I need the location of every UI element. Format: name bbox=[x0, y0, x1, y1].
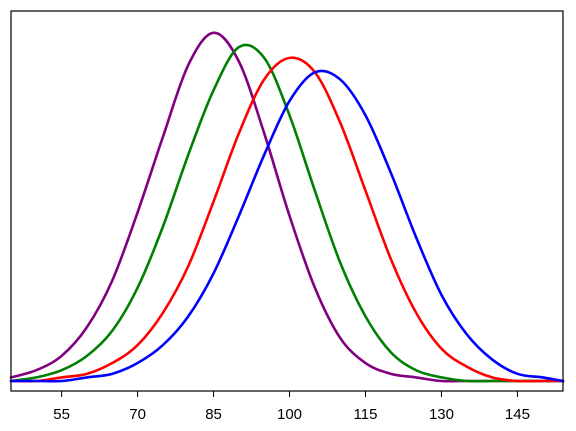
series-line-3 bbox=[9, 56, 565, 383]
series-line-2 bbox=[9, 43, 565, 383]
series-layer bbox=[9, 31, 565, 383]
x-tick-label: 55 bbox=[53, 406, 70, 423]
x-tick-label: 85 bbox=[205, 406, 222, 423]
x-tick-label: 130 bbox=[429, 406, 454, 423]
plot-frame bbox=[10, 10, 564, 392]
x-tick-label: 115 bbox=[354, 406, 378, 423]
x-axis-ticks: 55 70 85 100 115 130 145 bbox=[53, 391, 530, 423]
series-line-1 bbox=[9, 31, 565, 383]
x-tick-label: 145 bbox=[505, 406, 530, 423]
series-line-4 bbox=[9, 69, 565, 383]
x-tick-label: 100 bbox=[277, 406, 302, 423]
x-tick-label: 70 bbox=[129, 406, 146, 423]
